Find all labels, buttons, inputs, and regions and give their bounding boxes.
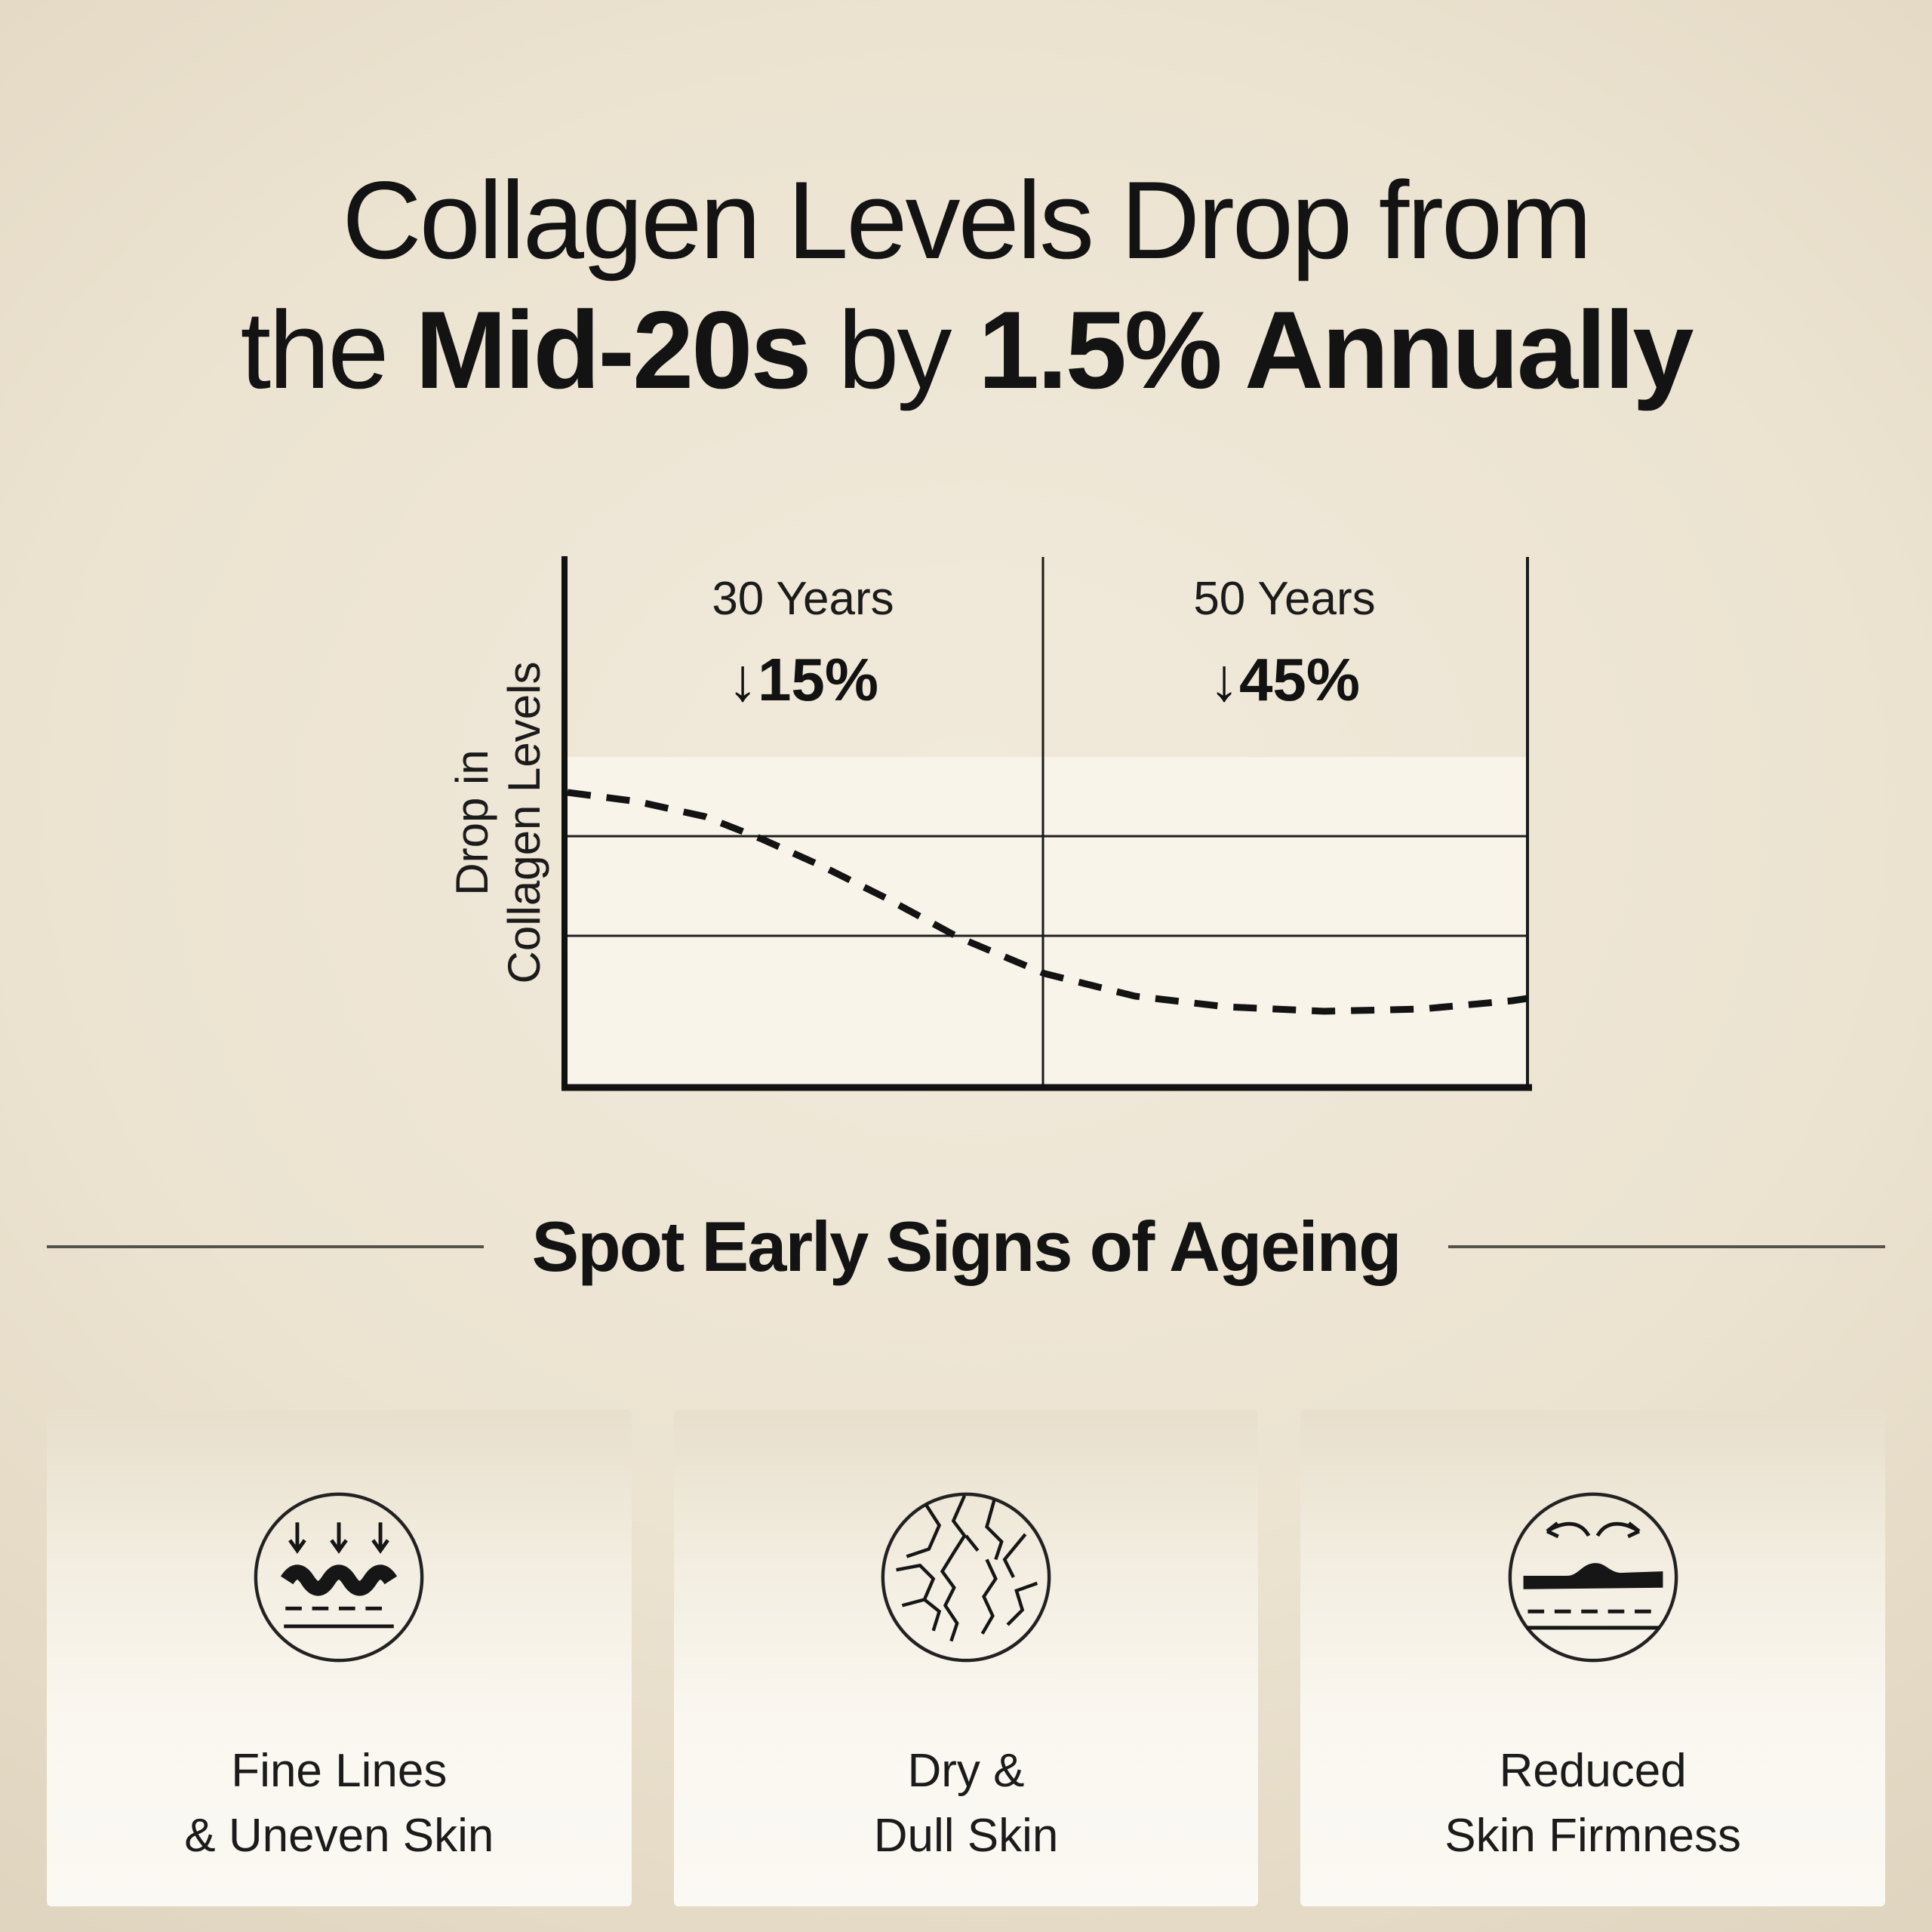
title-segment-bold: 1.5% Annually [978, 288, 1694, 411]
card-label-line1: Reduced [1499, 1745, 1687, 1797]
title-segment: the [240, 288, 416, 411]
heading-left-rule [47, 1245, 484, 1248]
dry-dull-skin-card: Dry & Dull Skin [673, 1410, 1259, 1906]
y-axis-label: Drop in Collagen Levels [446, 662, 550, 984]
page-title: Collagen Levels Drop from the Mid-20s by… [0, 155, 1932, 415]
card-label-line1: Dry & [907, 1745, 1025, 1797]
signs-cards-row: Fine Lines & Uneven Skin [47, 1410, 1886, 1906]
dry-dull-skin-icon [877, 1488, 1055, 1666]
fine-lines-card: Fine Lines & Uneven Skin [47, 1410, 632, 1906]
y-axis-label-line2: Collagen Levels [499, 661, 549, 984]
title-segment-bold: Mid-20s [415, 288, 812, 411]
collagen-decline-curve [567, 789, 1528, 1015]
reduced-firmness-icon [1504, 1488, 1682, 1666]
card-label-line1: Fine Lines [231, 1745, 448, 1797]
card-label-line2: & Uneven Skin [184, 1810, 494, 1862]
down-arrow-icon: ↓ [1208, 646, 1239, 713]
column-30-drop-value: ↓15% [712, 645, 894, 715]
section-heading: Spot Early Signs of Ageing [531, 1207, 1402, 1286]
column-50-age-label: 50 Years [1193, 573, 1376, 625]
title-segment: by [809, 288, 978, 411]
card-label-line2: Dull Skin [873, 1810, 1059, 1862]
collagen-chart: 30 Years ↓15% 50 Years ↓45% [561, 551, 1532, 1091]
chart-canvas [561, 556, 1532, 1091]
y-axis-label-line1: Drop in [447, 749, 497, 896]
plot-area [568, 757, 1527, 1087]
heading-right-rule [1448, 1245, 1886, 1248]
page-title-line1: Collagen Levels Drop from [342, 158, 1592, 281]
card-label: Fine Lines & Uneven Skin [184, 1739, 494, 1869]
card-label: Dry & Dull Skin [874, 1739, 1059, 1869]
column-30-years: 30 Years ↓15% [712, 572, 894, 715]
drop-percent: 15% [757, 646, 879, 713]
reduced-firmness-card: Reduced Skin Firmness [1300, 1410, 1886, 1906]
card-label-line2: Skin Firmness [1444, 1810, 1742, 1862]
column-50-years: 50 Years ↓45% [1193, 572, 1375, 715]
column-30-age-label: 30 Years [712, 573, 894, 625]
section-heading-row: Spot Early Signs of Ageing [47, 1206, 1886, 1287]
page-title-line2: the Mid-20s by 1.5% Annually [0, 285, 1932, 415]
column-50-drop-value: ↓45% [1193, 645, 1375, 715]
drop-percent: 45% [1238, 646, 1361, 713]
down-arrow-icon: ↓ [727, 646, 758, 713]
fine-lines-icon [250, 1488, 428, 1666]
card-label: Reduced Skin Firmness [1444, 1739, 1741, 1869]
